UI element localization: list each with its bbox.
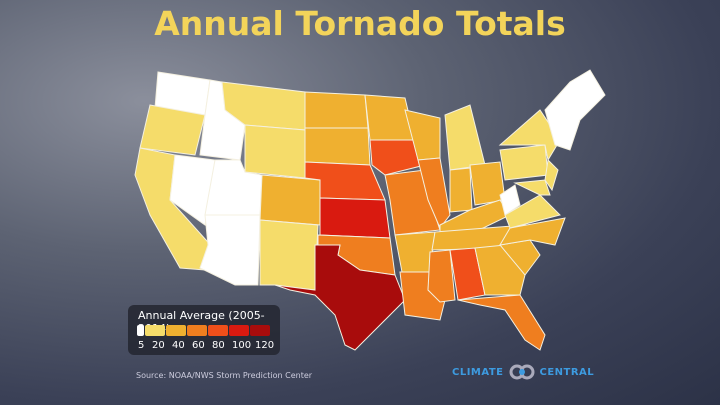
state-co: [259, 174, 321, 226]
source-note: Source: NOAA/NWS Storm Prediction Center: [136, 371, 313, 380]
logo-rings-icon: [509, 364, 534, 380]
state-sd: [304, 127, 371, 166]
state-ne_reg: [544, 69, 606, 151]
state-nm: [259, 219, 319, 291]
state-or: [139, 104, 206, 156]
state-nj: [544, 158, 559, 192]
climate-central-logo: CLIMATE CENTRAL: [452, 364, 594, 380]
state-ia: [369, 139, 426, 176]
legend-swatch: [166, 325, 186, 336]
legend-swatch: [229, 325, 249, 336]
legend-tick: 40: [172, 340, 185, 351]
state-ks: [319, 197, 391, 239]
legend-swatch: [250, 325, 270, 336]
legend-swatch: [187, 325, 207, 336]
state-wy: [244, 124, 306, 179]
legend-tick: 60: [192, 340, 205, 351]
state-oh: [469, 161, 506, 206]
legend-swatch: [137, 325, 144, 336]
state-az: [199, 214, 261, 286]
state-il: [417, 157, 451, 229]
logo-text-left: CLIMATE: [452, 366, 504, 378]
logo-text-right: CENTRAL: [539, 366, 595, 378]
state-fl: [457, 294, 546, 351]
legend-tick: 5: [138, 340, 145, 351]
map-title: Annual Tornado Totals: [154, 4, 566, 43]
legend-tick: 80: [212, 340, 225, 351]
legend-tick: 120: [255, 340, 275, 351]
legend-tick: 20: [152, 340, 165, 351]
state-va: [504, 194, 561, 229]
state-nd: [304, 91, 369, 129]
state-ny: [498, 109, 561, 162]
state-nc: [499, 217, 566, 246]
state-md: [513, 179, 551, 196]
state-pa: [499, 144, 549, 181]
state-nv: [169, 154, 216, 226]
legend-ticks: 5 20 40 60 80 100 120: [138, 340, 275, 351]
legend-swatch: [208, 325, 228, 336]
state-in: [449, 167, 473, 213]
legend-swatches: [137, 325, 270, 336]
state-wv: [499, 184, 521, 216]
legend-tick: 100: [232, 340, 252, 351]
legend: Annual Average (2005-2014) 5204060801001…: [128, 305, 280, 355]
legend-swatch: [145, 325, 165, 336]
state-tx: [274, 244, 406, 351]
state-mi: [444, 104, 486, 171]
state-ms: [427, 249, 456, 303]
